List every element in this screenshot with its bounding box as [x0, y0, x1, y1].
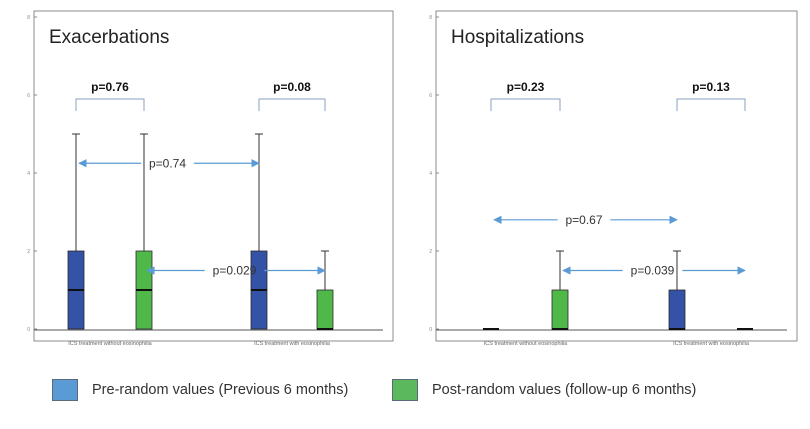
y-tick-label: 2 — [27, 249, 30, 255]
p-comparison: p=0.67 — [493, 213, 678, 227]
legend: Pre-random values (Previous 6 months) Po… — [0, 379, 810, 409]
panel-frame — [435, 10, 798, 342]
y-tick-label: 6 — [429, 93, 432, 99]
box-pre — [250, 133, 268, 330]
legend-label-pre: Pre-random values (Previous 6 months) — [92, 382, 349, 398]
box-pre — [668, 250, 686, 330]
y-tick-label: 4 — [429, 171, 432, 177]
y-tick-label: 8 — [27, 15, 30, 21]
y-tick-label: 8 — [429, 15, 432, 21]
legend-item-pre: Pre-random values (Previous 6 months) — [52, 379, 348, 401]
bracket-p-label: p=0.76 — [91, 80, 129, 94]
comparison-p-label: p=0.74 — [149, 156, 186, 170]
x-category-label: ICS treatment without eosinophilia — [484, 341, 568, 347]
bracket-p-label: p=0.08 — [273, 80, 311, 94]
panel-title: Exacerbations — [49, 27, 169, 48]
x-category-label: ICS treatment with eosinophilia — [673, 341, 750, 347]
box-post — [316, 250, 334, 330]
chart-canvas: Exacerbations 0 2 4 6 8 ICS treatment without … — [27, 10, 798, 347]
y-tick-label: 0 — [429, 327, 432, 333]
p-comparison: p=0.029 — [146, 264, 326, 278]
panel-title: Hospitalizations — [451, 27, 584, 48]
box-body — [551, 289, 569, 330]
panel-exacerbations: Exacerbations 0 2 4 6 8 ICS treatment without … — [27, 10, 394, 347]
panel-frame — [33, 10, 394, 342]
p-bracket: p=0.23 — [490, 80, 561, 111]
bracket-p-label: p=0.13 — [692, 80, 730, 94]
p-comparison: p=0.74 — [78, 156, 260, 170]
comparison-p-label: p=0.039 — [631, 264, 675, 278]
box-post — [551, 250, 569, 330]
x-category-label: ICS treatment with eosinophilia — [254, 341, 331, 347]
bracket-line — [258, 98, 326, 111]
legend-item-post: Post-random values (follow-up 6 months) — [392, 379, 696, 401]
y-tick-label: 4 — [27, 171, 30, 177]
panel-hospitalizations: Hospitalizations 0 2 4 6 8 ICS treatment witho… — [429, 10, 798, 347]
bracket-p-label: p=0.23 — [507, 80, 545, 94]
p-bracket: p=0.76 — [75, 80, 145, 111]
box-body — [316, 289, 334, 330]
y-tick-label: 2 — [429, 249, 432, 255]
bracket-line — [75, 98, 145, 111]
y-tick-label: 6 — [27, 93, 30, 99]
x-category-label: ICS treatment without eosinophilia — [68, 341, 152, 347]
p-comparison: p=0.039 — [562, 264, 746, 278]
box-body — [668, 289, 686, 330]
comparison-p-label: p=0.67 — [565, 213, 602, 227]
comparison-p-label: p=0.029 — [213, 264, 257, 278]
y-tick-label: 0 — [27, 327, 30, 333]
box-pre — [67, 133, 85, 330]
bracket-line — [676, 98, 746, 111]
legend-swatch-post — [392, 379, 418, 401]
p-bracket: p=0.13 — [676, 80, 746, 111]
legend-label-post: Post-random values (follow-up 6 months) — [432, 382, 697, 398]
p-bracket: p=0.08 — [258, 80, 326, 111]
legend-swatch-pre — [52, 379, 78, 401]
bracket-line — [490, 98, 561, 111]
